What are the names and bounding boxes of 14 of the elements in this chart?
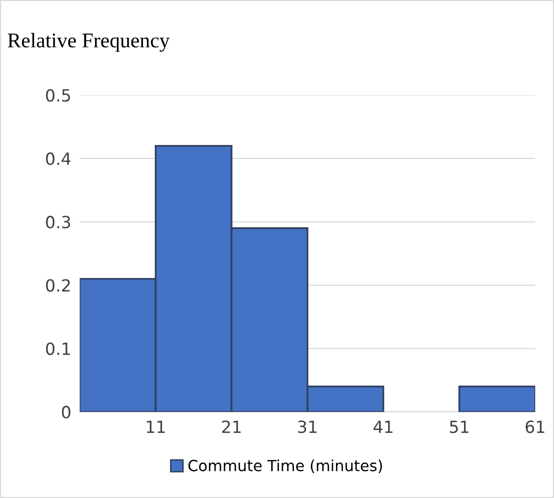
- y-tick-label: 0.5: [46, 89, 70, 102]
- x-tick-label: 51: [450, 420, 468, 434]
- x-tick-label: 31: [298, 420, 317, 434]
- chart-title: Relative Frequency: [8, 32, 170, 52]
- x-tick-label: 21: [222, 420, 241, 433]
- x-tick-label: 11: [146, 420, 165, 433]
- y-tick-label: 0.1: [46, 342, 70, 356]
- x-tick-label: 61: [526, 420, 544, 434]
- legend-label: Commute Time (minutes): [188, 460, 382, 474]
- y-tick-label: 0.3: [46, 216, 70, 228]
- y-tick-label: 0.2: [46, 279, 70, 292]
- x-tick-label: 41: [374, 420, 392, 433]
- y-tick-label: 0: [62, 406, 70, 418]
- y-tick-label: 0.4: [46, 152, 71, 166]
